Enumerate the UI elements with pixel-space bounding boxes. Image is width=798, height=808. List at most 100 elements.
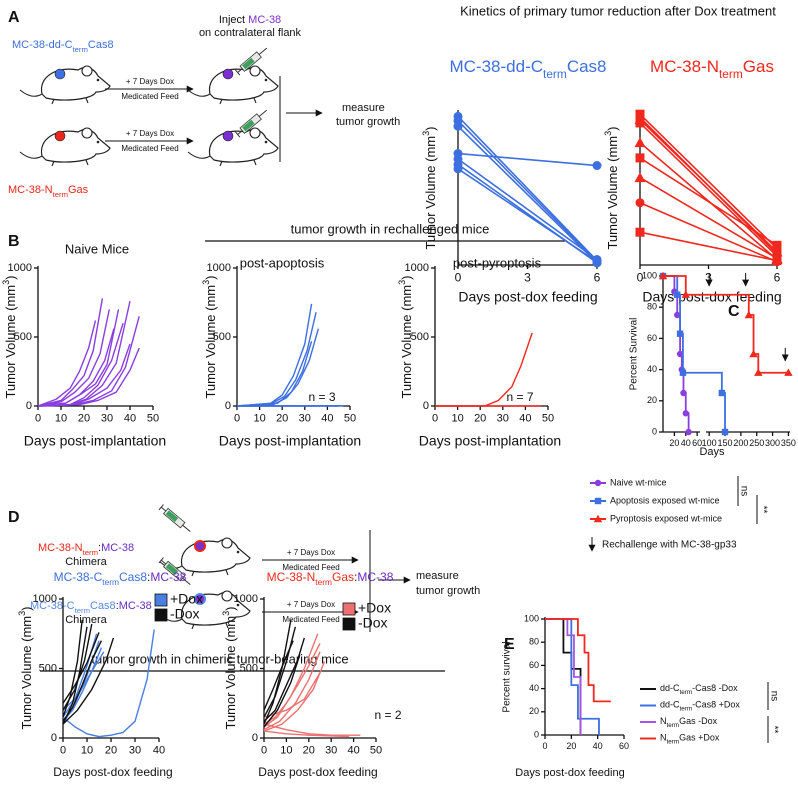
data-line bbox=[37, 309, 110, 407]
chart-title-part: Cas8 bbox=[119, 570, 147, 584]
y-tick-label: 100 bbox=[642, 270, 657, 280]
data-line bbox=[263, 723, 361, 736]
y-axis-label-part: ) bbox=[3, 275, 18, 279]
measure-label: tumor growth bbox=[336, 116, 400, 128]
data-line bbox=[639, 157, 778, 247]
marker bbox=[721, 428, 729, 436]
y-axis-label: Tumor Volume (mm3) bbox=[1, 275, 18, 398]
x-tick-label: 40 bbox=[321, 413, 333, 425]
data-line bbox=[37, 298, 104, 407]
x-tick-label: 6 bbox=[774, 270, 781, 284]
x-tick-label: 200 bbox=[733, 438, 748, 448]
data-line bbox=[639, 201, 778, 263]
mouse-note: Chimera bbox=[65, 556, 107, 568]
y-axis-label-part: Tumor Volume (mm bbox=[3, 285, 18, 399]
y-axis-label: Tumor Volume (mm3) bbox=[397, 275, 414, 398]
data-line bbox=[62, 637, 115, 725]
marker bbox=[635, 227, 645, 237]
data-line bbox=[263, 619, 292, 725]
chart-title: MC-38-dd-CtermCas8 bbox=[449, 57, 606, 81]
chart-title-part: Cas8 bbox=[567, 57, 607, 76]
arrow-label: + 7 Days Dox bbox=[126, 129, 174, 138]
data-line bbox=[545, 618, 600, 735]
chart-title-part: term bbox=[102, 577, 119, 587]
x-tick-label: 60 bbox=[619, 741, 629, 751]
marker bbox=[592, 257, 602, 267]
y-tick-label: 500 bbox=[411, 331, 429, 343]
data-line bbox=[37, 309, 120, 407]
y-axis-label: Tumor Volume (mm3) bbox=[221, 606, 238, 729]
x-tick-label: 0 bbox=[35, 413, 41, 425]
panel-header: Kinetics of primary tumor reduction afte… bbox=[460, 3, 776, 18]
y-tick-label: 80 bbox=[529, 637, 539, 647]
x-tick-label: 10 bbox=[253, 413, 265, 425]
x-axis-label: Days post-implantation bbox=[219, 433, 361, 449]
legend-label: +Dox bbox=[170, 591, 203, 607]
marker bbox=[594, 479, 602, 487]
tumor-icon bbox=[54, 68, 66, 80]
y-axis-label-part: Tumor Volume (mm bbox=[223, 616, 238, 730]
y-tick-label: 1000 bbox=[8, 262, 32, 274]
legend-label: NtermGas +Dox bbox=[660, 733, 720, 746]
y-tick-label: 1000 bbox=[207, 262, 231, 274]
data-line bbox=[236, 303, 313, 407]
y-axis-label-part: 3 bbox=[221, 611, 231, 616]
marker bbox=[674, 291, 681, 298]
marker bbox=[772, 240, 782, 250]
data-line bbox=[639, 113, 778, 250]
data-line bbox=[37, 320, 97, 407]
marker bbox=[784, 368, 793, 376]
marker bbox=[594, 497, 602, 505]
x-tick-label: 40 bbox=[593, 741, 603, 751]
x-tick-label: 0 bbox=[542, 741, 547, 751]
data-line bbox=[263, 643, 321, 725]
arrow-label: Medicated Feed bbox=[282, 563, 339, 572]
data-line bbox=[62, 651, 105, 711]
tumor-icon bbox=[194, 540, 206, 552]
legend-label-part: -Cas8 -Dox bbox=[692, 683, 738, 693]
legend-label-part: Gas -Dox bbox=[679, 716, 718, 726]
y-tick-label: 20 bbox=[529, 706, 539, 716]
x-tick-label: 20 bbox=[566, 741, 576, 751]
x-tick-label: 40 bbox=[153, 745, 165, 757]
label-part: Inject bbox=[219, 14, 245, 26]
x-tick-label: 250 bbox=[749, 438, 764, 448]
x-tick-label: 30 bbox=[299, 413, 311, 425]
x-tick-label: 0 bbox=[234, 413, 240, 425]
x-axis-label: Days post-dox feeding bbox=[258, 765, 377, 779]
annotation: n = 3 bbox=[308, 390, 335, 404]
panel-label: B bbox=[8, 233, 20, 250]
marker bbox=[634, 137, 646, 148]
legend-label: +Dox bbox=[358, 600, 391, 616]
label-part: MC-38 bbox=[248, 14, 281, 26]
marker bbox=[634, 172, 646, 183]
mouse-icon bbox=[187, 127, 279, 167]
chart-title: MC-38-NtermGas:MC-38 bbox=[267, 570, 394, 587]
legend-swatch bbox=[342, 617, 356, 631]
y-axis-label-part: 3 bbox=[421, 131, 431, 136]
x-tick-label: 20 bbox=[669, 438, 679, 448]
chart-title-part: term bbox=[315, 577, 332, 587]
data-line bbox=[236, 312, 317, 407]
x-tick-label: 30 bbox=[325, 745, 337, 757]
marker bbox=[681, 290, 690, 298]
label-part: term bbox=[73, 45, 88, 54]
measure-label: measure bbox=[342, 102, 385, 114]
legend-label-part: term bbox=[667, 739, 680, 746]
y-tick-label: 500 bbox=[14, 331, 32, 343]
label-part: MC-38-N bbox=[38, 542, 83, 554]
y-axis-label-part: Tumor Volume (mm bbox=[203, 285, 218, 399]
data-line bbox=[545, 618, 611, 703]
x-tick-label: 10 bbox=[451, 413, 463, 425]
label-part: Cas8 bbox=[88, 39, 114, 51]
x-tick-label: 20 bbox=[105, 745, 117, 757]
marker bbox=[453, 164, 463, 174]
label-part: MC-38-dd-C bbox=[12, 39, 73, 51]
x-tick-label: 10 bbox=[280, 745, 292, 757]
y-axis-label-part: 3 bbox=[603, 131, 613, 136]
legend-swatch bbox=[342, 602, 356, 616]
arrow-label: Medicated Feed bbox=[282, 615, 339, 624]
label-part: MC-38 bbox=[101, 542, 134, 554]
y-axis-label-part: Tumor Volume (mm bbox=[19, 616, 34, 730]
